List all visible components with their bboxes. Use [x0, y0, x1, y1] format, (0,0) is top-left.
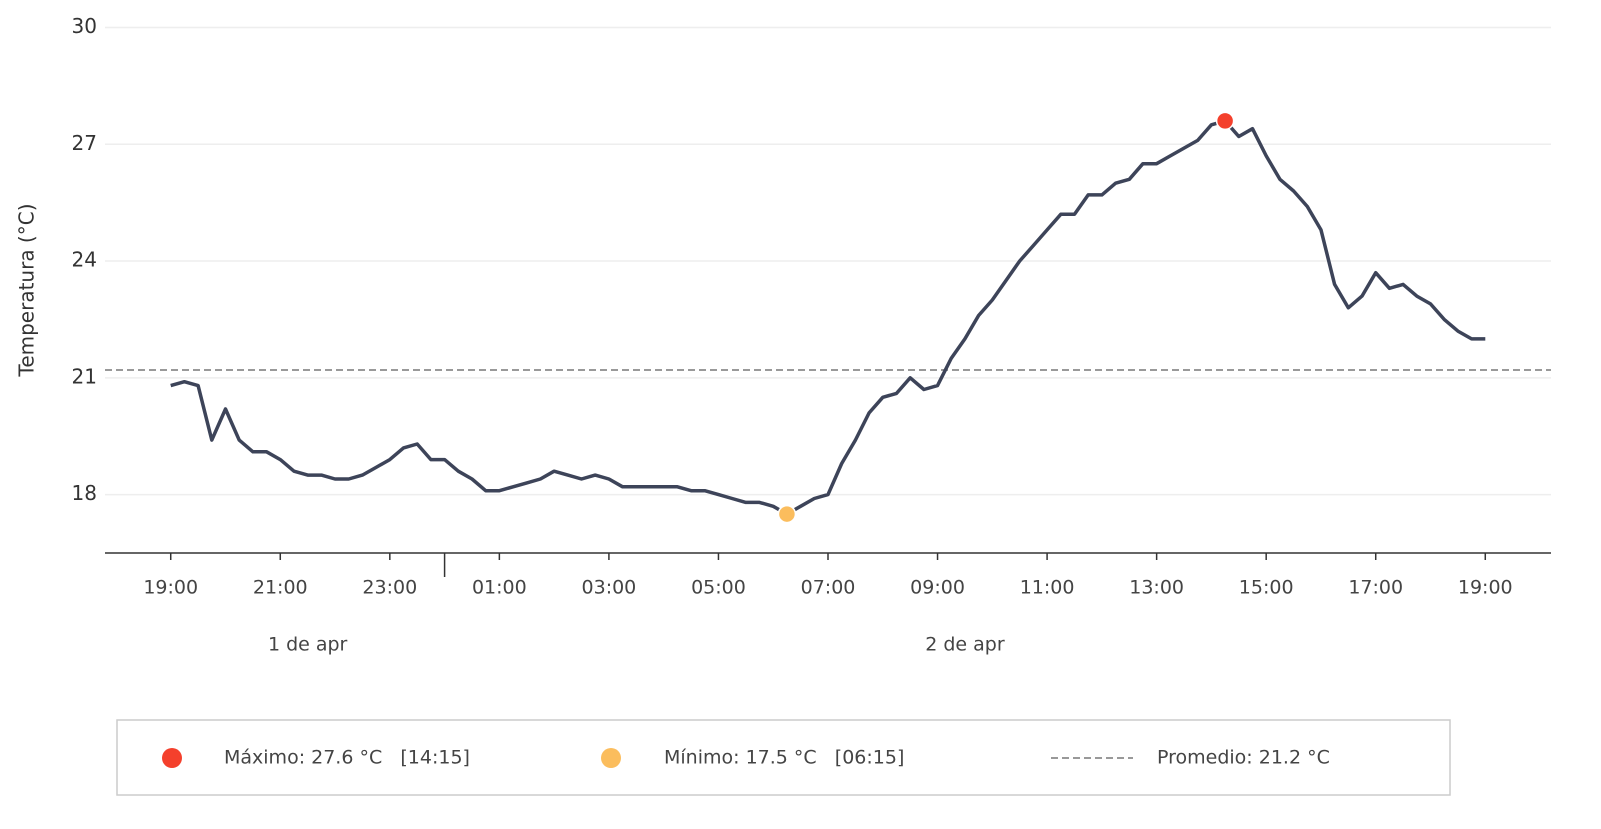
- day-label: 2 de apr: [925, 634, 1005, 656]
- min-marker: [777, 504, 797, 524]
- x-tick-label: 21:00: [253, 577, 308, 599]
- y-tick-label: 24: [72, 248, 97, 272]
- x-tick-label: 13:00: [1129, 577, 1184, 599]
- x-tick-label: 19:00: [1458, 577, 1513, 599]
- x-tick-label: 09:00: [910, 577, 965, 599]
- legend-box: [116, 719, 1451, 796]
- y-tick-label: 18: [72, 481, 97, 505]
- max-marker: [1215, 111, 1235, 131]
- legend-max-label: Máximo: 27.6 °C [14:15]: [224, 747, 470, 769]
- y-tick-label: 30: [72, 14, 97, 38]
- x-tick-label: 15:00: [1239, 577, 1294, 599]
- day-label: 1 de apr: [268, 634, 348, 656]
- x-tick-label: 17:00: [1348, 577, 1403, 599]
- x-tick-label: 07:00: [801, 577, 856, 599]
- y-tick-label: 27: [72, 131, 97, 155]
- legend-min-label: Mínimo: 17.5 °C [06:15]: [664, 747, 904, 769]
- y-tick-label: 21: [72, 364, 97, 388]
- x-tick-label: 19:00: [143, 577, 198, 599]
- x-tick-label: 05:00: [691, 577, 746, 599]
- x-tick-label: 11:00: [1020, 577, 1075, 599]
- legend-average-label: Promedio: 21.2 °C: [1157, 747, 1330, 769]
- legend-min-swatch: [601, 748, 621, 768]
- legend-max-swatch: [162, 748, 182, 768]
- temperature-line: [170, 119, 1486, 516]
- x-tick-label: 03:00: [582, 577, 637, 599]
- y-axis-label: Temperatura (°C): [15, 203, 39, 377]
- x-tick-label: 01:00: [472, 577, 527, 599]
- x-tick-label: 23:00: [362, 577, 417, 599]
